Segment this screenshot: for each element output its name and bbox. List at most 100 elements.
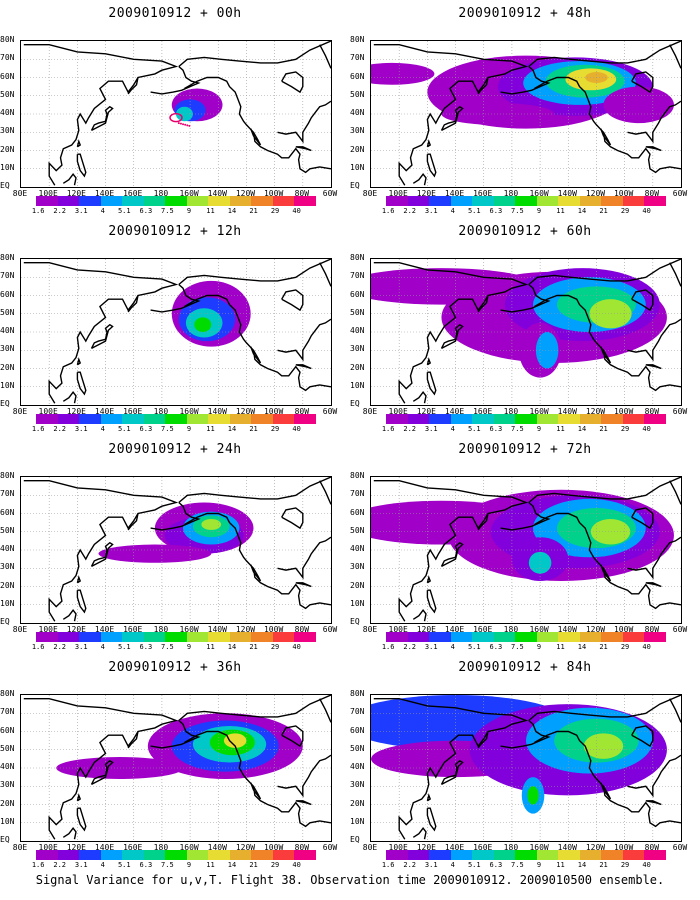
- panel-title: 2009010912 + 72h: [458, 442, 592, 457]
- lon-tick-label: 60W: [322, 407, 338, 416]
- coastline: [178, 259, 331, 286]
- colorbar-swatch: [622, 850, 645, 860]
- panel-title: 2009010912 + 60h: [458, 224, 592, 239]
- lon-tick-label: 100E: [388, 625, 408, 634]
- colorbar-label: 3.1: [74, 643, 88, 651]
- colorbar-label: 4: [450, 207, 455, 215]
- lat-tick-label: 60N: [350, 289, 365, 299]
- panel-title: 2009010912 + 48h: [458, 6, 592, 21]
- colorbar-label: 1.6: [381, 643, 395, 651]
- map-svg: [21, 477, 331, 623]
- colorbar-swatch: [407, 414, 430, 424]
- coastline: [178, 695, 331, 722]
- colorbar-label: 29: [270, 643, 280, 651]
- colorbar-label: 29: [620, 643, 630, 651]
- lon-tick-label: 160E: [123, 407, 143, 416]
- lat-tick-label: 40N: [350, 762, 365, 771]
- lat-tick-label: 60N: [350, 725, 365, 735]
- lon-tick-label: 60W: [672, 407, 688, 416]
- colorbar-swatch: [79, 196, 101, 206]
- coastline: [319, 480, 331, 505]
- lon-tick-label: 100W: [613, 843, 634, 852]
- lon-tick-label: 80E: [362, 407, 378, 416]
- colorbar-label: 2.2: [53, 861, 67, 869]
- lat-tick-label: 20N: [350, 580, 365, 590]
- colorbar-label: 4: [100, 425, 105, 433]
- coastline: [90, 105, 114, 132]
- colorbar-label: 7.5: [161, 861, 174, 869]
- colorbar-swatch: [251, 632, 273, 642]
- colorbar-swatch: [493, 414, 516, 424]
- coastline: [426, 357, 432, 366]
- colorbar-swatch: [165, 414, 187, 424]
- lon-tick-label: 140E: [444, 407, 465, 416]
- colorbar-label: 7.5: [161, 425, 174, 433]
- colorbar-swatch: [79, 632, 101, 642]
- colorbar-label: 14: [577, 643, 587, 651]
- lat-tick-label: EQ: [350, 399, 360, 408]
- colorbar: [386, 632, 666, 642]
- lon-tick-label: 80E: [12, 625, 28, 634]
- coastline: [627, 100, 681, 144]
- lon-tick-label: 100W: [613, 407, 634, 416]
- map-plot: [370, 476, 682, 624]
- colorbar-swatch: [472, 196, 494, 206]
- coastline: [669, 698, 681, 723]
- lon-tick-label: 80E: [12, 407, 28, 416]
- map-panel-p60: 2009010912 + 60h 80N 70N 60N 50N 40N 30N 20N 10N…: [350, 218, 700, 436]
- lon-tick-label: 100E: [38, 189, 58, 198]
- coastline: [62, 391, 77, 404]
- colorbar-label: 6.3: [489, 425, 503, 433]
- coastline: [76, 139, 82, 148]
- colorbar-swatch: [272, 414, 295, 424]
- variance-contour: [603, 86, 674, 124]
- colorbar-swatch: [122, 850, 144, 860]
- colorbar-label: 3.1: [424, 861, 438, 869]
- lon-tick-label: 160W: [529, 407, 549, 416]
- map-plot: [20, 476, 332, 624]
- coastline: [645, 364, 662, 370]
- coastline: [426, 589, 437, 614]
- colorbar-swatch: [579, 850, 602, 860]
- colorbar-label: 6.3: [139, 425, 153, 433]
- lon-tick-label: 180: [153, 625, 169, 634]
- coastline: [627, 536, 681, 580]
- coastline: [412, 173, 427, 186]
- variance-contour: [194, 317, 212, 332]
- coastline: [90, 541, 114, 568]
- variance-contour: [98, 544, 212, 563]
- colorbar-swatch: [601, 632, 623, 642]
- colorbar: [386, 196, 666, 206]
- colorbar-label: 4: [450, 861, 455, 869]
- colorbar-label: 14: [577, 425, 587, 433]
- colorbar-swatch: [515, 196, 537, 206]
- colorbar-label: 21: [249, 207, 258, 215]
- coastline: [426, 153, 437, 178]
- colorbar-label: 9: [186, 643, 192, 651]
- map-panel-p84: 2009010912 + 84h 80N 70N 60N 50N 40N 30N 20N 10N…: [350, 654, 700, 872]
- lat-tick-label: 50N: [0, 89, 15, 99]
- map-plot: [370, 694, 682, 842]
- colorbar-label: 21: [249, 643, 258, 651]
- coastline: [528, 477, 681, 504]
- coastline: [669, 480, 681, 505]
- lon-tick-label: 120E: [66, 407, 86, 416]
- colorbar-swatch: [579, 632, 602, 642]
- lat-tick-label: 80N: [0, 689, 15, 698]
- coastline: [150, 85, 191, 95]
- lon-tick-label: 100E: [388, 843, 408, 852]
- lon-tick-label: 120W: [235, 407, 256, 416]
- coastline: [127, 513, 139, 531]
- colorbar-swatch: [229, 414, 252, 424]
- lon-tick-label: 60W: [672, 625, 688, 634]
- coastline: [250, 564, 262, 582]
- lat-tick-label: 30N: [0, 562, 15, 572]
- lon-tick-label: 160W: [179, 189, 199, 198]
- colorbar-swatch: [251, 414, 273, 424]
- variance-contour: [201, 518, 222, 530]
- colorbar-swatch: [36, 196, 58, 206]
- coastline: [127, 295, 139, 313]
- colorbar-swatch: [36, 632, 58, 642]
- colorbar-label: 5.1: [117, 861, 131, 869]
- colorbar-label: 21: [249, 861, 258, 869]
